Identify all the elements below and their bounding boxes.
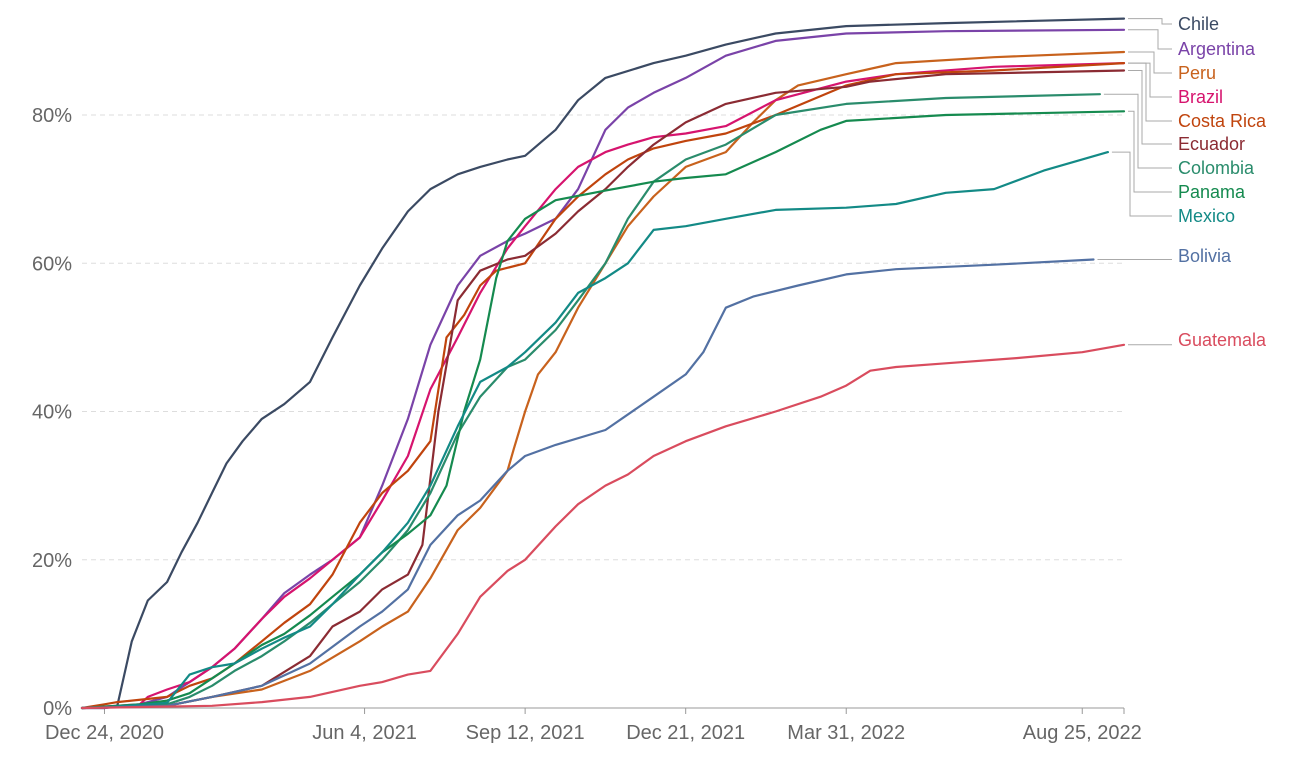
- x-tick-label: Sep 12, 2021: [466, 722, 585, 744]
- series-label-chile: Chile: [1178, 14, 1219, 34]
- label-connector: [1128, 18, 1172, 25]
- series-line-brazil: [80, 62, 1126, 710]
- x-tick-label: Dec 24, 2020: [45, 722, 164, 744]
- label-connector: [1111, 151, 1172, 217]
- series-line-peru: [80, 50, 1126, 710]
- label-connector: [1128, 110, 1172, 193]
- series-line-panama: [80, 110, 1126, 710]
- y-tick-label: 40%: [32, 402, 72, 424]
- y-tick-label: 60%: [32, 253, 72, 275]
- label-connector: [1128, 62, 1172, 98]
- series-line-guatemala: [80, 343, 1126, 710]
- label-connector: [1128, 62, 1172, 122]
- series-label-mexico: Mexico: [1178, 206, 1235, 226]
- series-lines: [80, 17, 1126, 710]
- series-line-mexico: [80, 151, 1109, 710]
- series-line-costa-rica: [80, 62, 1126, 710]
- x-tick-label: Aug 25, 2022: [1023, 722, 1142, 744]
- series-line-bolivia: [80, 258, 1095, 710]
- y-tick-label: 80%: [32, 105, 72, 127]
- label-connector: [1128, 29, 1172, 50]
- series-label-costa-rica: Costa Rica: [1178, 111, 1267, 131]
- series-label-panama: Panama: [1178, 182, 1246, 202]
- axes: 0% 20% 40% 60% 80% Dec 24, 2020 Jun 4, 2021 Sep…: [32, 105, 1142, 744]
- series-label-peru: Peru: [1178, 63, 1216, 83]
- x-tick-label: Dec 21, 2021: [626, 722, 745, 744]
- series-line-colombia: [80, 93, 1101, 710]
- series-label-colombia: Colombia: [1178, 158, 1255, 178]
- series-labels: Chile Argentina Peru Brazil Costa Rica Ecuado…: [1097, 14, 1267, 350]
- x-tick-label: Jun 4, 2021: [312, 722, 417, 744]
- y-tick-label: 0%: [43, 698, 72, 720]
- series-label-ecuador: Ecuador: [1178, 134, 1245, 154]
- series-line-chile: [80, 17, 1126, 710]
- gridlines: [82, 114, 1124, 561]
- series-label-bolivia: Bolivia: [1178, 246, 1232, 266]
- label-connector: [1128, 51, 1172, 74]
- label-connector: [1103, 93, 1172, 169]
- series-label-argentina: Argentina: [1178, 39, 1256, 59]
- series-label-guatemala: Guatemala: [1178, 330, 1267, 350]
- y-tick-label: 20%: [32, 550, 72, 572]
- label-connector: [1128, 70, 1172, 145]
- series-line-ecuador: [80, 69, 1126, 710]
- series-label-brazil: Brazil: [1178, 87, 1223, 107]
- x-tick-label: Mar 31, 2022: [787, 722, 905, 744]
- series-line-argentina: [80, 28, 1126, 710]
